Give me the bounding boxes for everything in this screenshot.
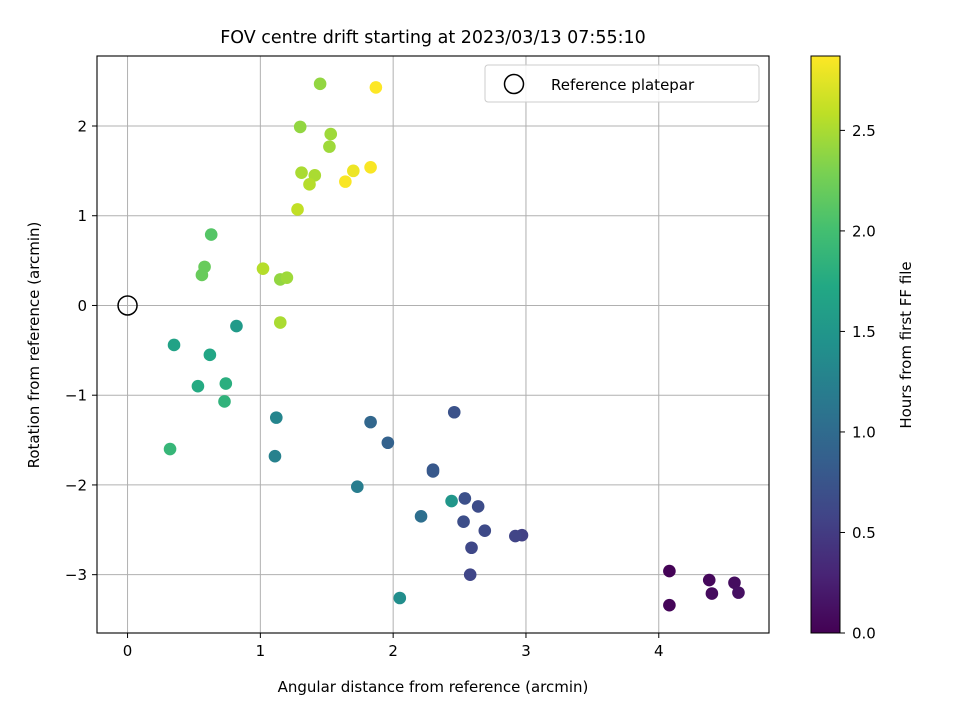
x-tick-label: 0 <box>123 642 133 660</box>
y-tick-label: −2 <box>65 476 87 494</box>
scatter-point <box>313 77 327 91</box>
grid-lines <box>97 56 769 633</box>
y-tick-label: 0 <box>77 297 87 315</box>
scatter-point <box>414 510 428 523</box>
y-tick-label: −1 <box>65 387 87 405</box>
y-tick-label: −3 <box>65 566 87 584</box>
colorbar-tick-label: 2.0 <box>852 222 876 240</box>
y-tick-label: 2 <box>77 117 87 135</box>
legend: Reference platepar <box>484 64 760 103</box>
x-tick-label: 3 <box>521 642 531 660</box>
scatter-point <box>509 529 522 543</box>
scatter-point <box>324 127 338 141</box>
scatter-point <box>705 587 719 600</box>
scatter-point <box>167 338 181 352</box>
scatter-point <box>471 500 485 513</box>
scatter-point <box>219 377 233 390</box>
y-tick-label: 1 <box>77 207 87 225</box>
scatter-point <box>273 316 287 329</box>
x-axis-ticks: 0 1 2 3 4 <box>123 633 664 660</box>
scatter-point <box>364 160 377 174</box>
colorbar-ticks: 0.0 0.5 1.0 1.5 2.0 2.5 <box>840 122 876 643</box>
x-axis-label: Angular distance from reference (arcmin) <box>278 678 589 696</box>
x-tick-label: 2 <box>388 642 398 660</box>
scatter-point <box>663 598 676 612</box>
chart-title: FOV centre drift starting at 2023/03/13 … <box>220 28 646 48</box>
scatter-point <box>204 228 218 241</box>
scatter-point <box>303 178 316 191</box>
scatter-point <box>347 164 360 178</box>
y-axis-label: Rotation from reference (arcmin) <box>25 222 43 469</box>
scatter-point <box>268 449 282 463</box>
scatter-point <box>447 405 461 419</box>
scatter-point <box>728 576 741 590</box>
reference-point <box>117 295 138 316</box>
scatter-point <box>457 515 470 529</box>
scatter-point <box>295 166 308 179</box>
colorbar-tick-label: 0.5 <box>852 524 876 542</box>
scatter-point <box>291 203 304 216</box>
scatter-point <box>463 568 477 581</box>
scatter-point <box>426 465 440 478</box>
colorbar-tick-label: 2.5 <box>852 122 876 140</box>
colorbar-tick-label: 0.0 <box>852 625 876 643</box>
scatter-point <box>280 271 294 284</box>
scatter-point <box>478 524 492 538</box>
scatter-point <box>230 319 243 333</box>
legend-box <box>484 64 760 103</box>
scatter-point <box>732 586 745 599</box>
scatter-point <box>458 492 472 505</box>
scatter-point <box>323 140 336 153</box>
scatter-point <box>339 175 352 188</box>
scatter-point <box>269 411 283 424</box>
plot-frame <box>96 55 770 634</box>
scatter-point <box>256 262 270 275</box>
scatter-point <box>445 494 458 508</box>
x-tick-label: 1 <box>256 642 266 660</box>
x-tick-label: 4 <box>654 642 664 660</box>
scatter-point <box>393 591 407 605</box>
colorbar-tick-label: 1.5 <box>852 323 876 341</box>
scatter-point <box>369 81 383 94</box>
reference-marker <box>117 295 138 316</box>
scatter-point <box>191 379 205 393</box>
scatter-point <box>381 436 395 450</box>
scatter-point <box>465 541 478 555</box>
legend-entry: Reference platepar <box>551 76 695 94</box>
data-points <box>163 77 745 612</box>
colorbar-tick-label: 1.0 <box>852 423 876 441</box>
scatter-point <box>195 268 209 282</box>
colorbar <box>810 55 841 634</box>
y-axis-ticks: −3 −2 −1 0 1 2 <box>65 117 97 584</box>
scatter-point <box>702 573 716 587</box>
scatter-point <box>203 348 217 362</box>
scatter-point <box>364 415 377 429</box>
scatter-point <box>351 480 364 494</box>
scatter-point <box>293 120 307 134</box>
scatter-point <box>663 564 676 578</box>
colorbar-label: Hours from first FF file <box>897 261 915 428</box>
scatter-point <box>163 442 177 456</box>
scatter-point <box>218 395 231 408</box>
legend-marker-icon <box>503 73 525 95</box>
